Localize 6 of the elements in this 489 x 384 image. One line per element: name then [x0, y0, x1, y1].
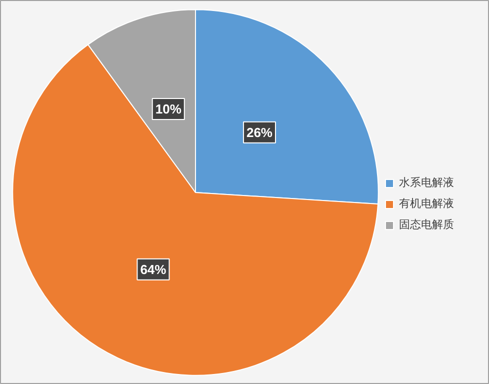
data-label: 10% [155, 102, 182, 117]
legend-label: 水系电解液 [399, 175, 454, 190]
data-label: 64% [140, 262, 167, 277]
data-label: 26% [246, 124, 273, 140]
legend-label: 有机电解液 [399, 196, 454, 211]
legend-label: 固态电解质 [399, 217, 454, 232]
